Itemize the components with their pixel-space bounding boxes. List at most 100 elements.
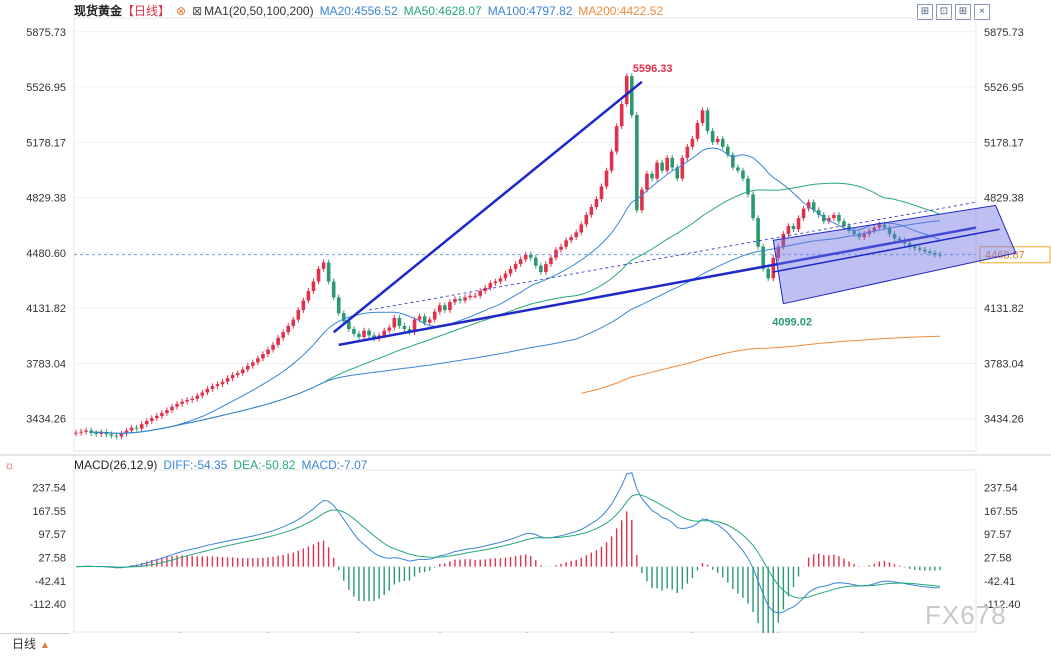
candle-body	[301, 300, 306, 311]
price-chart[interactable]: 5875.73 5875.73 5526.95 5526.95 5178.17 5178.…	[0, 0, 1051, 633]
candlestick-series	[74, 73, 942, 440]
candle-body	[806, 202, 811, 209]
candle-body	[144, 420, 149, 425]
candle-body	[463, 297, 467, 301]
candle-body	[564, 240, 568, 247]
candle-body	[180, 401, 184, 404]
candle-body	[336, 297, 341, 314]
candle-body	[771, 257, 776, 279]
candle-body	[599, 186, 604, 200]
macd-tick-right: -42.41	[984, 576, 1015, 588]
candle-body	[523, 254, 528, 260]
candle-body	[498, 278, 503, 282]
candle-body	[230, 375, 235, 379]
candle-body	[584, 214, 589, 225]
candle-body	[74, 432, 78, 434]
indicator-icon[interactable]: ⊠	[192, 4, 203, 18]
candle-body	[715, 138, 720, 143]
candle-body	[251, 362, 255, 366]
candle-body	[655, 162, 659, 179]
candle-body	[897, 238, 902, 241]
candle-body	[796, 218, 801, 230]
candle-body	[220, 381, 225, 385]
low-annotation: 4099.02	[772, 316, 812, 328]
candle-body	[928, 251, 932, 253]
macd-tick-left: 97.57	[38, 529, 66, 541]
candle-body	[781, 233, 786, 247]
candle-body	[554, 249, 558, 258]
high-annotation: 5596.33	[633, 63, 673, 75]
close-icon[interactable]: ×	[974, 4, 990, 20]
macd-diff: DIFF:-54.35	[163, 458, 228, 472]
candle-body	[331, 281, 336, 298]
macd-settings-icon[interactable]: ☼	[4, 458, 15, 472]
y-tick-label-right: 5875.73	[984, 27, 1024, 39]
y-tick-label-left: 5178.17	[26, 137, 66, 149]
candle-body	[907, 243, 912, 247]
candle-body	[645, 173, 649, 190]
candle-body	[478, 291, 483, 296]
candle-body	[614, 126, 619, 152]
candle-body	[362, 330, 366, 337]
candle-body	[488, 283, 493, 288]
candle-body	[821, 214, 826, 222]
main-chart-header: 现货黄金【日线】 ⊗ ⊠ MA1(20,50,100,200) MA20:4556.52…	[74, 2, 669, 18]
macd-tick-left: 27.58	[38, 552, 66, 564]
symbol-label: 现货黄金	[74, 4, 123, 18]
macd-tick-left: 167.55	[32, 506, 66, 518]
main-y-axis: 5875.73 5875.73 5526.95 5526.95 5178.17 5178.…	[26, 27, 1024, 426]
grid-icon[interactable]: ⊞	[955, 4, 971, 20]
candle-body	[129, 427, 134, 431]
y-tick-label-right: 3434.26	[984, 414, 1024, 426]
regression-channel	[772, 204, 1017, 305]
candle-body	[114, 435, 119, 437]
macd-name[interactable]: MACD(26,12,9)	[74, 458, 158, 472]
candle-body	[741, 170, 745, 179]
candle-body	[276, 337, 280, 345]
candle-body	[640, 189, 644, 211]
date-axis: 2025/092025/102025/112025/122026/012026/…	[179, 632, 863, 633]
main-gridlines	[74, 31, 976, 420]
chart-toolbar: ⊞ ⊡ ⊞ ×	[917, 1, 993, 20]
candle-body	[518, 259, 523, 265]
candle-body	[877, 224, 882, 228]
trendline-support	[338, 226, 977, 347]
period-label[interactable]: 【日线】	[122, 4, 171, 18]
candle-body	[341, 313, 346, 322]
candle-body	[352, 329, 356, 334]
macd-value: MACD:-7.07	[301, 458, 368, 472]
candle-body	[190, 398, 195, 401]
candle-body	[326, 262, 331, 282]
macd-pane-frame	[73, 469, 977, 633]
macd-tick-right: -112.40	[984, 599, 1021, 611]
candle-body	[139, 424, 144, 429]
candle-body	[680, 157, 685, 179]
candle-body	[629, 76, 634, 116]
indicator-label[interactable]: MA1(20,50,100,200)	[204, 4, 314, 18]
candle-body	[619, 104, 624, 127]
candle-body	[422, 316, 427, 323]
candle-body	[448, 302, 452, 311]
candle-body	[887, 227, 892, 234]
period-selector[interactable]: 日线 ▲	[0, 633, 70, 653]
ma-lines: 4468.87	[74, 147, 1051, 434]
macd-tick-left: -112.40	[30, 599, 67, 611]
candle-body	[79, 431, 83, 433]
candle-body	[185, 400, 189, 402]
settings-icon[interactable]: ⊗	[176, 4, 187, 18]
candle-body	[149, 418, 154, 421]
y-tick-label-left: 5875.73	[26, 27, 66, 39]
expand-icon[interactable]: ⊞	[917, 4, 933, 20]
candle-body	[604, 170, 609, 187]
trend-drawings[interactable]: 5596.33 4099.02	[332, 63, 1017, 347]
fullscreen-icon[interactable]: ⊡	[936, 4, 952, 20]
macd-dea: DEA:-50.82	[233, 458, 296, 472]
candle-body	[256, 358, 260, 363]
candle-body	[685, 146, 690, 158]
ma100-value: MA100:4797.82	[487, 4, 573, 18]
candle-body	[458, 298, 462, 301]
candle-body	[367, 330, 371, 336]
candle-body	[635, 115, 639, 211]
candle-body	[675, 167, 680, 179]
candle-body	[827, 218, 831, 222]
